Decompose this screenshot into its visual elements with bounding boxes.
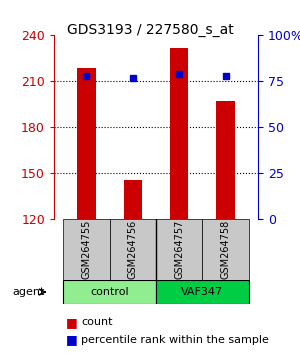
Text: GSM264758: GSM264758 [220, 220, 230, 279]
Text: VAF347: VAF347 [181, 287, 224, 297]
FancyBboxPatch shape [156, 219, 202, 280]
Text: ■: ■ [66, 333, 78, 346]
FancyBboxPatch shape [156, 280, 249, 304]
Text: agent: agent [12, 287, 44, 297]
FancyBboxPatch shape [110, 219, 156, 280]
FancyBboxPatch shape [202, 219, 249, 280]
Bar [77, 68, 96, 219]
Text: percentile rank within the sample: percentile rank within the sample [81, 335, 269, 345]
FancyBboxPatch shape [63, 280, 156, 304]
Bar [216, 101, 235, 219]
Text: GSM264756: GSM264756 [128, 220, 138, 279]
Text: GSM264755: GSM264755 [82, 220, 92, 279]
Text: ■: ■ [66, 316, 78, 329]
Text: control: control [90, 287, 129, 297]
Text: count: count [81, 317, 112, 327]
Text: GDS3193 / 227580_s_at: GDS3193 / 227580_s_at [67, 23, 233, 37]
FancyBboxPatch shape [63, 219, 110, 280]
Bar [124, 179, 142, 219]
Text: GSM264757: GSM264757 [174, 220, 184, 279]
Bar [170, 48, 188, 219]
